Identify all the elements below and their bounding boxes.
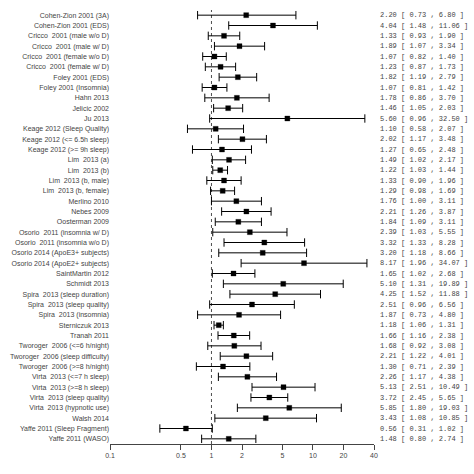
- svg-text:Jelicic 2002: Jelicic 2002: [72, 105, 109, 112]
- svg-text:Lim 2013 (b, male): Lim 2013 (b, male): [49, 177, 109, 185]
- svg-text:2.20 [ 0.73 , 6.80 ]: 2.20 [ 0.73 , 6.80 ]: [380, 11, 464, 19]
- svg-text:4.25 [ 1.52 , 11.88 ]: 4.25 [ 1.52 , 11.88 ]: [380, 290, 468, 298]
- svg-text:3.32 [ 1.33 , 8.28 ]: 3.32 [ 1.33 , 8.28 ]: [380, 239, 464, 247]
- svg-text:Cohen-Zion 2001 (EDS): Cohen-Zion 2001 (EDS): [34, 22, 109, 30]
- svg-text:Merlino 2010: Merlino 2010: [69, 198, 110, 205]
- svg-text:3.20 [ 1.18 , 8.66 ]: 3.20 [ 1.18 , 8.66 ]: [380, 249, 464, 257]
- svg-text:1.18 [ 1.06 , 1.31 ]: 1.18 [ 1.06 , 1.31 ]: [380, 321, 464, 329]
- svg-text:0.5: 0.5: [176, 452, 186, 459]
- svg-text:Cricco 2001 (female w/o D): Cricco 2001 (female w/o D): [22, 53, 109, 61]
- svg-text:Foley 2001 (EDS): Foley 2001 (EDS): [53, 74, 109, 82]
- svg-text:1.78 [ 0.86 , 3.70 ]: 1.78 [ 0.86 , 3.70 ]: [380, 94, 464, 102]
- svg-text:5: 5: [280, 452, 284, 459]
- svg-text:2: 2: [240, 452, 244, 459]
- svg-text:Foley 2001 (Insomnia): Foley 2001 (Insomnia): [39, 84, 109, 92]
- svg-text:Schmidt 2013: Schmidt 2013: [66, 280, 109, 287]
- svg-text:1: 1: [210, 452, 214, 459]
- svg-text:1.48 [ 0.80 , 2.74 ]: 1.48 [ 0.80 , 2.74 ]: [380, 435, 464, 443]
- svg-text:Tworoger 2006 (<=6 h/night): Tworoger 2006 (<=6 h/night): [19, 342, 109, 350]
- svg-text:Spira 2013 (sleep quality): Spira 2013 (sleep quality): [28, 301, 109, 309]
- svg-text:1.46 [ 1.05 , 2.03 ]: 1.46 [ 1.05 , 2.03 ]: [380, 104, 464, 112]
- svg-text:1.87 [ 0.73 , 4.80 ]: 1.87 [ 0.73 , 4.80 ]: [380, 311, 464, 319]
- svg-text:1.27 [ 0.65 , 2.48 ]: 1.27 [ 0.65 , 2.48 ]: [380, 146, 464, 154]
- svg-text:1.84 [ 1.09 , 3.11 ]: 1.84 [ 1.09 , 3.11 ]: [380, 218, 464, 226]
- svg-text:Cricco 2001 (male w/o D): Cricco 2001 (male w/o D): [28, 32, 109, 40]
- svg-text:1.23 [ 0.87 , 1.73 ]: 1.23 [ 0.87 , 1.73 ]: [380, 63, 464, 71]
- svg-text:Yaffe 2011 (Sleep Fragment): Yaffe 2011 (Sleep Fragment): [20, 425, 109, 433]
- svg-text:Keage 2012 (Sleep Quality): Keage 2012 (Sleep Quality): [23, 125, 109, 133]
- svg-text:1.07 [ 0.81 , 1.42 ]: 1.07 [ 0.81 , 1.42 ]: [380, 84, 464, 92]
- svg-text:Virta 2013 (>=8 h sleep): Virta 2013 (>=8 h sleep): [32, 384, 109, 392]
- svg-text:1.07 [ 0.82 , 1.40 ]: 1.07 [ 0.82 , 1.40 ]: [380, 53, 464, 61]
- svg-text:5.10 [ 1.31 , 19.89 ]: 5.10 [ 1.31 , 19.89 ]: [380, 280, 468, 288]
- svg-text:5.13 [ 2.51 , 10.49 ]: 5.13 [ 2.51 , 10.49 ]: [380, 383, 468, 391]
- svg-text:Spira 2013 (sleep duration): Spira 2013 (sleep duration): [23, 291, 109, 299]
- svg-text:1.30 [ 0.71 , 2.39 ]: 1.30 [ 0.71 , 2.39 ]: [380, 363, 464, 371]
- svg-text:Cohen-Zion 2001 (3A): Cohen-Zion 2001 (3A): [40, 12, 109, 20]
- svg-text:Tworoger 2006 (>=8 h/night): Tworoger 2006 (>=8 h/night): [19, 363, 109, 371]
- svg-text:5.85 [ 1.80 , 19.03 ]: 5.85 [ 1.80 , 19.03 ]: [380, 404, 468, 412]
- svg-text:1.66 [ 1.16 , 2.38 ]: 1.66 [ 1.16 , 2.38 ]: [380, 332, 464, 340]
- svg-text:Sterniczuk 2013: Sterniczuk 2013: [59, 322, 109, 329]
- svg-text:Osorio 2011 (insomnia w/ D): Osorio 2011 (insomnia w/ D): [19, 229, 109, 237]
- svg-text:Tworoger 2006 (sleep difficul: Tworoger 2006 (sleep difficulty): [10, 353, 109, 361]
- svg-text:4.04 [ 1.48 , 11.06 ]: 4.04 [ 1.48 , 11.06 ]: [380, 22, 468, 30]
- svg-text:Keage 2012 (>= 9h sleep): Keage 2012 (>= 9h sleep): [28, 146, 109, 154]
- svg-text:Ju 2013: Ju 2013: [84, 115, 109, 122]
- svg-text:1.65 [ 1.02 , 2.68 ]: 1.65 [ 1.02 , 2.68 ]: [380, 270, 464, 278]
- svg-text:Spira 2013 (insomnia): Spira 2013 (insomnia): [39, 311, 109, 319]
- svg-text:2.02 [ 1.17 , 3.48 ]: 2.02 [ 1.17 , 3.48 ]: [380, 135, 464, 143]
- svg-text:1.22 [ 1.03 , 1.44 ]: 1.22 [ 1.03 , 1.44 ]: [380, 166, 464, 174]
- svg-text:8.17 [ 1.96 , 34.07 ]: 8.17 [ 1.96 , 34.07 ]: [380, 259, 468, 267]
- svg-text:0.56 [ 0.31 , 1.02 ]: 0.56 [ 0.31 , 1.02 ]: [380, 425, 464, 433]
- svg-text:1.68 [ 0.92 , 3.08 ]: 1.68 [ 0.92 , 3.08 ]: [380, 342, 464, 350]
- svg-text:10: 10: [309, 452, 317, 459]
- svg-text:Cricco 2001 (male w/ D): Cricco 2001 (male w/ D): [32, 43, 109, 51]
- svg-text:Osorio 2014 (ApoE2+ subjects): Osorio 2014 (ApoE2+ subjects): [12, 260, 109, 268]
- svg-text:2.21 [ 1.26 , 3.87 ]: 2.21 [ 1.26 , 3.87 ]: [380, 208, 464, 216]
- svg-text:Cricco 2001 (female w/ D): Cricco 2001 (female w/ D): [26, 63, 109, 71]
- svg-text:1.10 [ 0.58 , 2.07 ]: 1.10 [ 0.58 , 2.07 ]: [380, 125, 464, 133]
- svg-text:1.89 [ 1.07 , 3.34 ]: 1.89 [ 1.07 , 3.34 ]: [380, 42, 464, 50]
- svg-text:Virta 2013 (hypnotic use): Virta 2013 (hypnotic use): [29, 404, 109, 412]
- svg-text:5.60 [ 0.96 , 32.50 ]: 5.60 [ 0.96 , 32.50 ]: [380, 115, 468, 123]
- svg-text:3.72 [ 2.45 , 5.65 ]: 3.72 [ 2.45 , 5.65 ]: [380, 394, 464, 402]
- svg-text:2.21 [ 1.22 , 4.01 ]: 2.21 [ 1.22 , 4.01 ]: [380, 352, 464, 360]
- svg-text:1.76 [ 1.00 , 3.11 ]: 1.76 [ 1.00 , 3.11 ]: [380, 197, 464, 205]
- svg-text:2.26 [ 1.17 , 4.38 ]: 2.26 [ 1.17 , 4.38 ]: [380, 373, 464, 381]
- svg-text:1.49 [ 1.02 , 2.17 ]: 1.49 [ 1.02 , 2.17 ]: [380, 156, 464, 164]
- svg-text:Lim 2013 (b, female): Lim 2013 (b, female): [43, 187, 109, 195]
- svg-text:Walsh 2014: Walsh 2014: [72, 415, 109, 422]
- svg-text:Virta 2013 (<=7 h sleep): Virta 2013 (<=7 h sleep): [32, 373, 109, 381]
- svg-text:Virta 2013 (sleep quality): Virta 2013 (sleep quality): [30, 394, 109, 402]
- svg-text:Oosterman 2009: Oosterman 2009: [57, 218, 109, 225]
- svg-text:2.51 [ 0.96 , 6.56 ]: 2.51 [ 0.96 , 6.56 ]: [380, 301, 464, 309]
- svg-text:Hahn 2013: Hahn 2013: [75, 94, 109, 101]
- svg-text:1.29 [ 0.98 , 1.69 ]: 1.29 [ 0.98 , 1.69 ]: [380, 187, 464, 195]
- svg-text:1.33 [ 0.93 , 1.90 ]: 1.33 [ 0.93 , 1.90 ]: [380, 32, 464, 40]
- svg-text:Nebes 2009: Nebes 2009: [71, 208, 109, 215]
- svg-text:3.43 [ 1.08 , 10.85 ]: 3.43 [ 1.08 , 10.85 ]: [380, 414, 468, 422]
- svg-text:0.1: 0.1: [105, 452, 115, 459]
- svg-text:20: 20: [340, 452, 348, 459]
- svg-text:Yaffe 2011 (WASO): Yaffe 2011 (WASO): [49, 435, 109, 443]
- svg-text:Keage 2012 (<= 6.5h sleep): Keage 2012 (<= 6.5h sleep): [22, 136, 109, 144]
- svg-text:Osorio 2014 (ApoE3+ subjects): Osorio 2014 (ApoE3+ subjects): [12, 249, 109, 257]
- svg-text:Lim 2013 (b): Lim 2013 (b): [68, 167, 109, 175]
- svg-text:40: 40: [370, 452, 378, 459]
- svg-text:SaintMartin 2012: SaintMartin 2012: [56, 270, 109, 277]
- svg-text:Lim 2013 (a): Lim 2013 (a): [68, 156, 109, 164]
- svg-text:Osorio 2011 (insomnia w/o D): Osorio 2011 (insomnia w/o D): [15, 239, 109, 247]
- svg-text:Tranah 2011: Tranah 2011: [70, 332, 109, 339]
- svg-text:1.33 [ 0.90 , 1.96 ]: 1.33 [ 0.90 , 1.96 ]: [380, 177, 464, 185]
- svg-text:1.82 [ 1.19 , 2.79 ]: 1.82 [ 1.19 , 2.79 ]: [380, 73, 464, 81]
- svg-text:2.39 [ 1.03 , 5.55 ]: 2.39 [ 1.03 , 5.55 ]: [380, 228, 464, 236]
